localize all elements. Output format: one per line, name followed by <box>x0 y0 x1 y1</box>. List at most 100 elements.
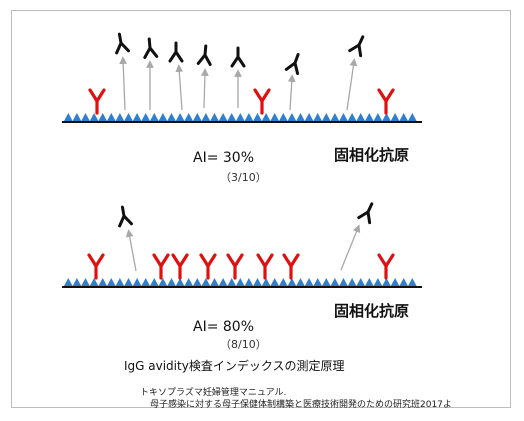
antigen-triangle <box>89 113 99 121</box>
antigen-triangle <box>81 278 90 286</box>
antigen-triangle <box>107 278 116 286</box>
panel-2-diagram <box>62 202 422 288</box>
antigen-triangle <box>390 113 400 121</box>
antigen-triangle <box>150 113 159 121</box>
antigen-triangle <box>132 113 142 121</box>
antigen-triangle <box>365 278 374 286</box>
antigen-triangle <box>279 278 288 286</box>
free-antibody <box>196 44 212 66</box>
antigen-triangle <box>167 113 176 121</box>
antigen-triangle <box>313 278 322 286</box>
antigen-triangle <box>193 113 202 121</box>
antigen-triangle <box>124 113 133 121</box>
reference-line-1: トキソプラズマ妊婦管理マニュアル. <box>140 388 287 398</box>
dissociation-arrow <box>200 68 209 109</box>
antigen-triangle <box>218 113 228 121</box>
antigen-triangle <box>193 278 202 286</box>
antigen-triangle <box>201 278 211 286</box>
dissociation-arrow <box>175 64 184 111</box>
antigen-triangle <box>279 113 288 121</box>
free-antibody <box>143 37 159 59</box>
bound-antibody <box>87 253 105 280</box>
antigen-triangle <box>244 278 254 286</box>
free-antibody <box>118 205 133 228</box>
antigen-triangle <box>399 278 408 286</box>
antigen-triangle <box>304 278 314 286</box>
antigen-triangle <box>184 278 193 286</box>
bound-antibody <box>256 253 274 280</box>
antigen-triangle <box>236 113 245 121</box>
antigen-triangle <box>347 113 357 121</box>
antigen-triangle <box>132 278 142 286</box>
bound-antibody <box>152 253 170 280</box>
antigen-triangle <box>365 113 374 121</box>
antigen-triangle <box>253 113 262 121</box>
antigen-triangle <box>98 278 107 286</box>
antigen-triangle <box>81 113 90 121</box>
antigen-triangle <box>150 278 159 286</box>
antigen-triangle <box>227 113 236 121</box>
antigen-triangle <box>313 113 322 121</box>
antigen-triangle <box>98 113 107 121</box>
antigen-triangle <box>287 113 297 121</box>
antigen-triangle <box>322 113 331 121</box>
antigen-triangle <box>158 278 168 286</box>
antigen-triangle <box>64 278 73 286</box>
antigen-triangle <box>253 278 262 286</box>
antigen-triangle <box>124 278 133 286</box>
antigen-triangle <box>244 113 254 121</box>
dissociation-arrow <box>346 58 358 111</box>
dissociation-arrow <box>119 56 128 111</box>
avidity-index-1: AI= 30% <box>193 150 255 166</box>
bound-antibody <box>88 88 106 115</box>
figure-frame <box>11 10 511 408</box>
reference-line-2: 母子感染に対する母子保健体制構築と医療技術開発のための研究班2017よ <box>150 400 452 410</box>
antigen-triangle <box>175 278 185 286</box>
antigen-label-2: 固相化抗原 <box>334 302 410 320</box>
antigen-triangle <box>167 278 176 286</box>
free-antibody <box>115 32 130 55</box>
antigen-label-1: 固相化抗原 <box>334 146 410 164</box>
antigen-triangle <box>158 113 168 121</box>
dissociation-arrow <box>340 224 361 271</box>
antigen-triangle <box>72 278 82 286</box>
antigen-triangle <box>201 113 211 121</box>
antigen-triangle <box>261 113 271 121</box>
antigen-triangle <box>356 113 365 121</box>
antigen-triangle <box>322 278 331 286</box>
antigen-triangle <box>270 278 279 286</box>
antigen-triangle <box>64 113 73 121</box>
antigen-triangle <box>373 113 383 121</box>
bound-antibody <box>377 88 395 115</box>
antigen-triangle <box>141 113 150 121</box>
antigen-triangle <box>390 278 400 286</box>
free-antibody <box>230 46 246 68</box>
antigen-triangle <box>218 278 228 286</box>
avidity-ratio-2: （8/10） <box>220 338 267 351</box>
antigen-triangle <box>184 113 193 121</box>
antigen-triangle <box>296 278 305 286</box>
free-antibody <box>168 41 184 63</box>
free-antibody <box>284 53 300 76</box>
antigen-triangle <box>330 278 340 286</box>
antigen-triangle <box>408 278 417 286</box>
antigen-triangle <box>399 113 408 121</box>
bound-antibody <box>253 88 271 115</box>
avidity-ratio-1: （3/10） <box>220 171 267 184</box>
antigen-triangle <box>330 113 340 121</box>
antigen-triangle <box>347 278 357 286</box>
figure-caption: IgG avidity検査インデックスの測定原理 <box>124 359 345 373</box>
antigen-triangle <box>304 113 314 121</box>
antigen-triangle <box>72 113 82 121</box>
antigen-triangle <box>261 278 271 286</box>
antigen-triangle <box>210 113 219 121</box>
antigen-triangle <box>356 278 365 286</box>
antigen-triangle <box>408 113 417 121</box>
avidity-index-2: AI= 80% <box>193 319 255 335</box>
bound-antibody <box>282 253 300 280</box>
bound-antibody <box>226 253 244 280</box>
antigen-triangle <box>373 278 383 286</box>
bound-antibody <box>171 253 189 280</box>
antigen-triangle <box>287 278 297 286</box>
free-antibody <box>348 35 365 58</box>
